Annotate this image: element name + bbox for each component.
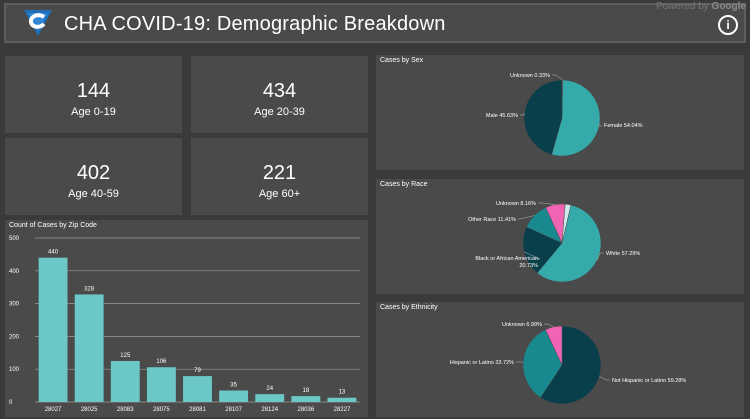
leader-line [538, 202, 556, 205]
y-tick-label: 400 [9, 269, 20, 275]
y-tick-label: 500 [9, 236, 20, 242]
bar-value-label: 106 [156, 359, 167, 365]
leader-line [597, 123, 602, 127]
slice-label: Other Race 11.41% [468, 217, 516, 223]
kpi-label: Age 0-19 [71, 106, 116, 118]
leader-line [599, 375, 610, 381]
kpi-value: 221 [262, 162, 297, 184]
leader-line [596, 252, 604, 261]
y-tick-label: 300 [9, 302, 20, 308]
slice-label: Black or African American [475, 256, 538, 262]
pie-slice[interactable] [561, 203, 572, 244]
y-tick-label: 0 [9, 400, 13, 406]
bar-value-label: 125 [120, 353, 131, 359]
y-tick-label: 200 [9, 334, 20, 340]
kpi-value: 402 [76, 162, 111, 184]
pie-slice[interactable] [551, 79, 601, 157]
x-tick-label: 28036 [297, 407, 314, 413]
x-tick-label: 28075 [153, 407, 170, 413]
leader-line [520, 112, 525, 116]
kpi-label: Age 60+ [258, 188, 301, 200]
x-tick-label: 28124 [261, 407, 278, 413]
leader-line [552, 74, 563, 81]
kpi-value: 144 [76, 80, 111, 102]
kpi-label: Age 20-39 [254, 106, 305, 118]
sex-pie-chart: Unknown 0.33% Female 54.04% Male 45.63% [486, 73, 643, 157]
bar-value-label: 79 [194, 368, 201, 374]
x-tick-label: 28083 [117, 407, 134, 413]
kpi-value: 434 [262, 80, 297, 102]
kpi-label: Age 40-59 [68, 188, 119, 200]
bar-value-label: 35 [230, 383, 237, 389]
x-tick-label: 28107 [225, 407, 242, 413]
bar[interactable] [255, 394, 285, 402]
slice-label: Male 45.63% [486, 113, 518, 119]
bar[interactable] [74, 294, 104, 402]
kpi-card-age-60-plus: 221 Age 60+ [191, 138, 368, 215]
slice-label: Unknown 8.16% [496, 201, 536, 207]
bar[interactable] [38, 257, 68, 402]
leader-line [544, 323, 554, 328]
x-tick-label: 28027 [45, 407, 62, 413]
slice-label: Hispanic or Latino 33.72% [450, 360, 514, 366]
bar[interactable] [110, 361, 140, 402]
slice-label: White 57.29% [606, 251, 640, 257]
zip-chart-title: Count of Cases by Zip Code [9, 222, 97, 229]
header-bar: CHA COVID-19: Demographic Breakdown i [4, 3, 746, 43]
bar-value-label: 18 [302, 388, 309, 394]
pie-slice[interactable] [522, 329, 563, 398]
slice-label: 20.73% [519, 263, 538, 269]
x-tick-label: 28227 [334, 407, 351, 413]
slice-label: Unknown 6.99% [502, 322, 542, 328]
kpi-card-age-40-59: 402 Age 40-59 [5, 138, 182, 215]
bar[interactable] [146, 367, 176, 402]
bar[interactable] [183, 376, 212, 402]
bar-value-label: 440 [48, 250, 59, 256]
slice-label: Female 54.04% [604, 123, 643, 129]
slice-label: Unknown 0.33% [510, 73, 550, 79]
x-tick-label: 28025 [81, 407, 98, 413]
bar-value-label: 13 [339, 390, 346, 396]
bar[interactable] [327, 397, 357, 402]
leader-line [523, 251, 541, 260]
race-chart-panel: Cases by Race White 57.29% Black or Afric… [376, 179, 744, 294]
race-pie-chart: White 57.29% Black or African American20.… [468, 201, 640, 283]
powered-by-label: Powered by Google [656, 1, 746, 12]
bar[interactable] [291, 396, 321, 402]
sex-chart-panel: Cases by Sex Unknown 0.33% Female 54.04% M… [376, 55, 744, 170]
page-title: CHA COVID-19: Demographic Breakdown [64, 13, 446, 35]
slice-label: Not Hispanic or Latino 59.28% [612, 378, 686, 384]
race-chart-title: Cases by Race [380, 181, 428, 188]
ethnicity-chart-panel: Cases by Ethnicity Not Hispanic or Latin… [376, 302, 744, 417]
google-brand: Google [711, 1, 746, 12]
powered-by-prefix: Powered by [655, 1, 709, 12]
info-icon[interactable]: i [718, 15, 738, 35]
ethnicity-chart-title: Cases by Ethnicity [380, 304, 438, 311]
kpi-card-age-0-19: 144 Age 0-19 [5, 56, 182, 133]
leader-line [518, 215, 535, 220]
kpi-card-age-20-39: 434 Age 20-39 [191, 56, 368, 133]
x-tick-label: 28081 [189, 407, 206, 413]
cha-logo-icon [24, 10, 52, 36]
y-tick-label: 100 [9, 367, 20, 373]
zip-bar-chart: 0 100 200 300 400 500 440 28027 328 28025 125 28083… [9, 236, 360, 413]
bar[interactable] [219, 390, 249, 402]
bar-value-label: 328 [84, 286, 95, 292]
ethnicity-pie-chart: Not Hispanic or Latino 59.28% Hispanic or… [450, 322, 686, 405]
sex-chart-title: Cases by Sex [380, 57, 424, 64]
zip-code-chart-panel: Count of Cases by Zip Code 0 100 200 300 400… [5, 220, 368, 417]
bar-value-label: 24 [266, 386, 273, 392]
